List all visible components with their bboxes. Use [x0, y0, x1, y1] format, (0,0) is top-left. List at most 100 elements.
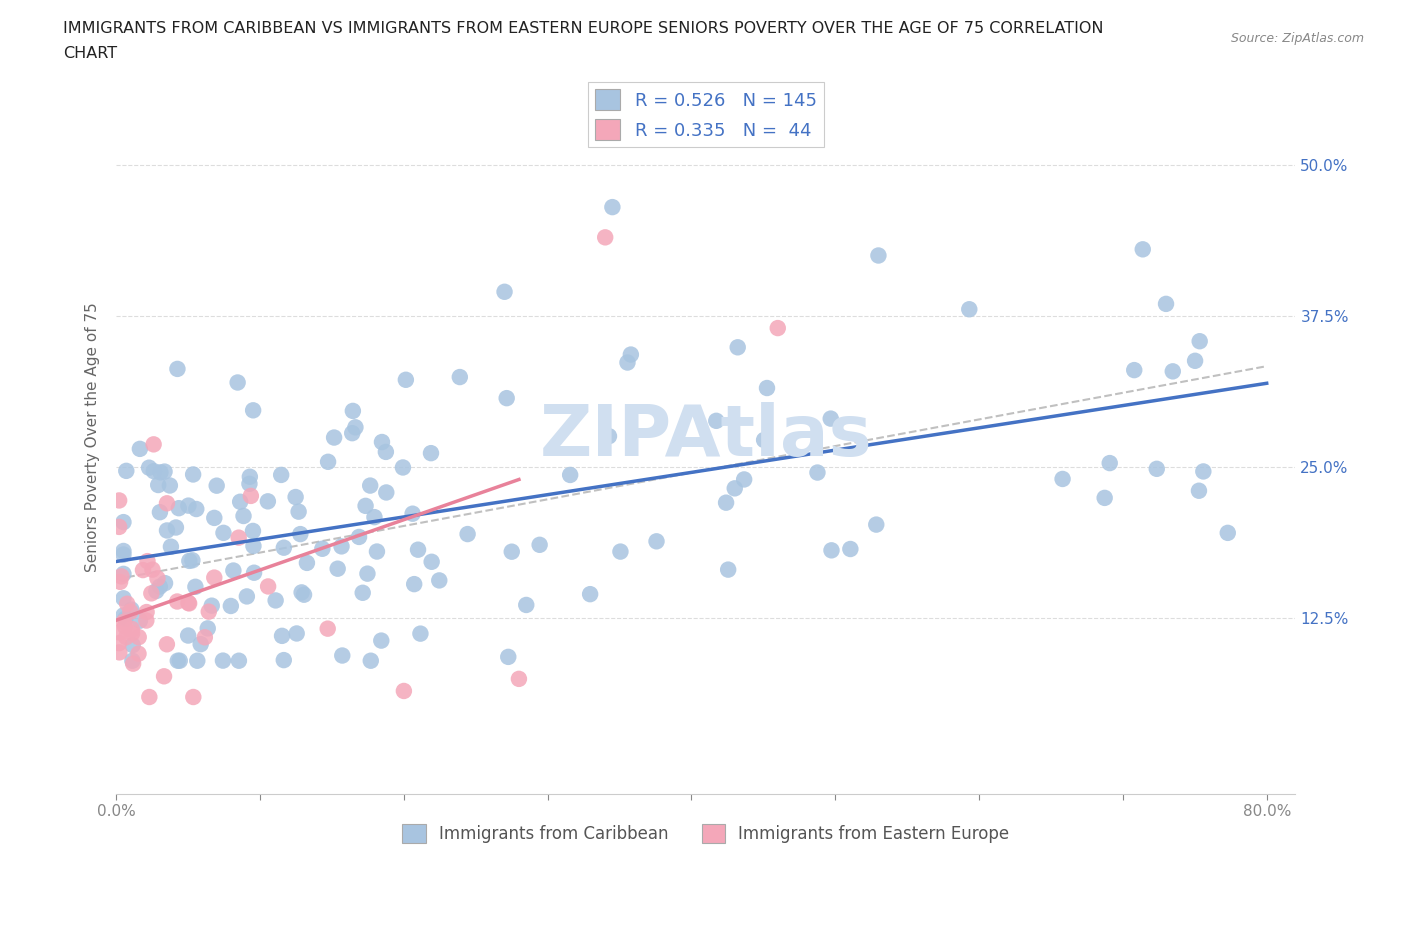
Point [495, 391, 517, 405]
Point [149, 505, 172, 520]
Point [1216, 525, 1239, 540]
Point [197, 621, 219, 636]
Point [360, 653, 382, 668]
Point [156, 496, 179, 511]
Point [392, 460, 415, 475]
Point [128, 613, 150, 628]
Point [108, 575, 131, 590]
Point [420, 445, 443, 460]
Point [1052, 472, 1074, 486]
Point [271, 629, 294, 644]
Point [820, 543, 842, 558]
Point [169, 653, 191, 668]
Point [156, 523, 179, 538]
Point [138, 460, 160, 475]
Point [620, 347, 643, 362]
Text: CHART: CHART [63, 46, 117, 61]
Text: IMMIGRANTS FROM CARIBBEAN VS IMMIGRANTS FROM EASTERN EUROPE SENIORS POVERTY OVER: IMMIGRANTS FROM CARIBBEAN VS IMMIGRANTS … [63, 21, 1104, 36]
Point [115, 463, 138, 478]
Point [316, 621, 339, 636]
Point [141, 586, 163, 601]
Point [359, 478, 381, 493]
Point [449, 369, 471, 384]
Point [184, 579, 207, 594]
Point [167, 500, 190, 515]
Point [366, 544, 388, 559]
Point [724, 481, 747, 496]
Point [839, 541, 862, 556]
Point [166, 362, 188, 377]
Point [202, 570, 225, 585]
Point [135, 604, 157, 619]
Text: ZIPAtlas: ZIPAtlas [540, 403, 872, 472]
Point [714, 496, 737, 511]
Point [865, 517, 887, 532]
Point [135, 613, 157, 628]
Point [108, 520, 131, 535]
Point [1188, 334, 1211, 349]
Point [108, 625, 131, 640]
Point [717, 562, 740, 577]
Point [1161, 364, 1184, 379]
Point [177, 595, 200, 610]
Point [115, 630, 138, 644]
Point [609, 544, 631, 559]
Point [222, 563, 245, 578]
Point [228, 653, 250, 668]
Point [108, 493, 131, 508]
Point [153, 669, 176, 684]
Point [820, 411, 842, 426]
Point [1188, 484, 1211, 498]
Point [273, 653, 295, 668]
Point [354, 498, 377, 513]
Point [153, 464, 176, 479]
Point [508, 671, 530, 686]
Point [197, 604, 219, 619]
Point [120, 602, 142, 617]
Point [114, 619, 136, 634]
Point [579, 587, 602, 602]
Point [347, 529, 370, 544]
Point [160, 539, 183, 554]
Point [257, 579, 280, 594]
Point [401, 506, 423, 521]
Point [342, 426, 364, 441]
Point [363, 510, 385, 525]
Point [501, 544, 523, 559]
Point [149, 579, 172, 594]
Point [121, 653, 143, 668]
Point [114, 611, 136, 626]
Point [132, 563, 155, 578]
Point [370, 633, 392, 648]
Point [284, 489, 307, 504]
Point [330, 539, 353, 554]
Point [212, 525, 235, 540]
Point [194, 630, 217, 644]
Point [243, 565, 266, 580]
Point [112, 547, 135, 562]
Point [115, 596, 138, 611]
Point [356, 566, 378, 581]
Point [128, 442, 150, 457]
Point [1154, 297, 1177, 312]
Point [239, 470, 262, 485]
Point [1184, 353, 1206, 368]
Point [108, 636, 131, 651]
Point [236, 589, 259, 604]
Point [112, 566, 135, 581]
Point [806, 465, 828, 480]
Point [374, 445, 396, 459]
Point [201, 598, 224, 613]
Point [112, 543, 135, 558]
Point [128, 630, 150, 644]
Point [404, 577, 426, 591]
Point [112, 591, 135, 605]
Point [292, 587, 315, 602]
Point [733, 472, 755, 487]
Point [406, 542, 429, 557]
Point [121, 626, 143, 641]
Point [645, 534, 668, 549]
Point [186, 653, 208, 668]
Point [112, 615, 135, 630]
Point [212, 653, 235, 668]
